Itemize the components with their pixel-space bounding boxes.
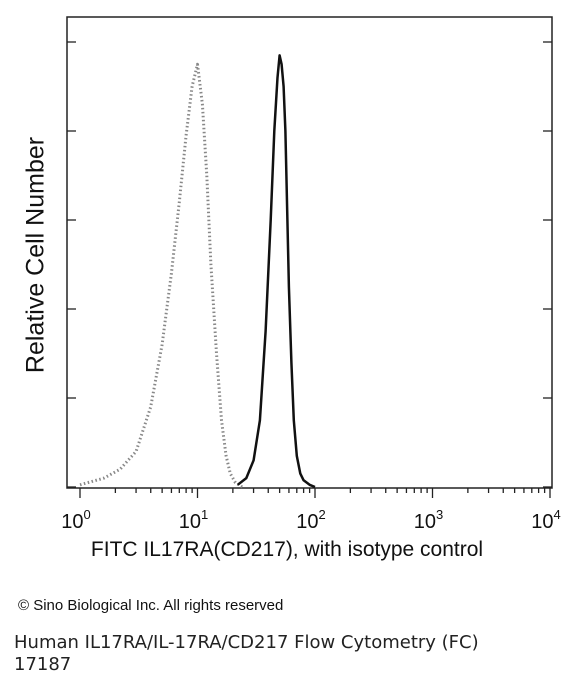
caption-catalog-number: 17187 — [14, 654, 72, 675]
x-tick-exponent: 2 — [319, 507, 326, 522]
x-axis-ticks — [79, 488, 551, 498]
x-axis-label: FITC IL17RA(CD217), with isotype control — [90, 538, 484, 561]
x-tick-label: 104 — [531, 507, 560, 533]
y-axis-ticks — [67, 41, 552, 488]
plot-frame — [66, 16, 553, 489]
series-layer — [79, 54, 316, 489]
x-tick-exponent: 1 — [201, 507, 208, 522]
x-tick-exponent: 4 — [554, 507, 561, 522]
x-tick-exponent: 0 — [84, 507, 91, 522]
x-tick-label: 102 — [296, 507, 325, 533]
x-tick-label: 103 — [414, 507, 443, 533]
x-tick-exponent: 3 — [436, 507, 443, 522]
caption-title: Human IL17RA/IL-17RA/CD217 Flow Cytometr… — [14, 632, 479, 653]
x-axis-tick-labels: 100 101 102 103 104 — [61, 507, 560, 533]
series-isotype-control-line — [79, 62, 244, 489]
copyright-notice: © Sino Biological Inc. All rights reserv… — [18, 597, 284, 614]
y-axis-label: Relative Cell Number — [21, 136, 50, 374]
figure-caption: Human IL17RA/IL-17RA/CD217 Flow Cytometr… — [14, 632, 564, 676]
x-tick-label: 100 — [61, 507, 90, 533]
series-sample-line — [236, 54, 316, 489]
x-tick-label: 101 — [179, 507, 208, 533]
